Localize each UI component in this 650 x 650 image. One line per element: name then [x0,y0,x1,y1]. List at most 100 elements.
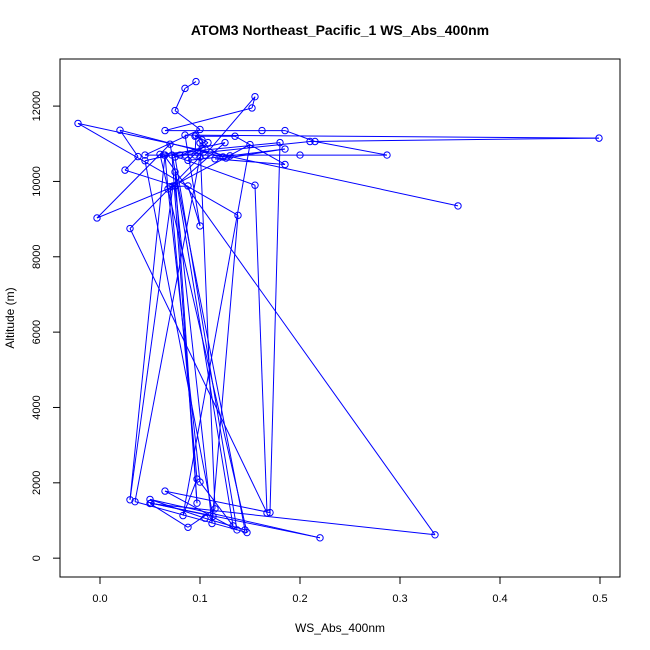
series-segment [174,171,234,526]
data-point [251,92,259,101]
data-point [196,153,204,161]
x-tick-label: 0.2 [292,593,307,605]
data-point [196,125,204,134]
data-point [226,152,234,160]
series-segment [182,144,251,516]
data-point [281,145,289,153]
data-point [176,151,184,159]
data-point [141,151,149,159]
data-point [229,522,237,530]
series-segment [164,107,253,132]
x-axis: 0.0 0.1 0.2 0.3 0.4 0.5 [92,576,608,605]
series-segment [182,478,198,516]
series-segment [225,148,286,159]
data-point [251,181,259,189]
data-point [184,182,192,190]
data-point [196,139,204,147]
y-tick-label: 4000 [31,395,43,419]
series-segment [149,498,206,519]
series-segment [214,158,286,165]
data-point [191,132,199,140]
y-tick-label: 2000 [31,471,43,495]
series-segment [174,88,186,111]
data-point [116,126,124,134]
data-point [93,214,101,222]
data-point [316,534,324,542]
data-point [208,519,216,528]
data-point [179,511,187,520]
data-point [276,138,284,147]
data-point [296,151,304,159]
data-point [166,140,174,148]
x-tick-label: 0.5 [592,593,607,605]
series-segment [199,142,224,158]
series-segment [251,96,256,109]
data-point [211,155,219,163]
data-point [311,137,319,146]
series-segment [174,110,201,130]
series-segment [129,228,268,514]
y-axis: 0 2000 4000 6000 8000 10000 12000 [31,91,61,561]
data-point [209,512,217,521]
data-point [121,166,129,174]
series-segment [129,156,201,229]
y-tick-label: 8000 [31,245,43,269]
data-point [266,508,274,517]
y-tick-label: 10000 [31,166,43,197]
series-segment [129,185,174,500]
x-axis-label: WS_Abs_400nm [295,621,385,635]
data-point [196,478,204,486]
series-segment [144,160,214,517]
series-segment [134,501,248,534]
data-point [166,183,174,191]
series-segment [167,188,201,483]
series-segment [314,141,388,156]
data-point [74,119,82,128]
series-segment [119,129,139,157]
series-segment [199,142,216,509]
series-segment [172,144,251,187]
data-point [141,157,149,165]
data-point [234,211,242,220]
series-segment [254,185,268,513]
y-tick-label: 0 [31,555,43,561]
series-segment [149,503,436,536]
data-point [161,126,169,135]
data-point [161,487,169,495]
data-point [306,137,314,146]
series-segment [77,122,239,216]
series-segment [171,155,198,504]
data-point [156,150,164,159]
data-point [160,151,168,159]
data-point [246,140,254,149]
data-point [281,160,289,169]
series-segment [149,503,189,528]
data-point [595,134,603,142]
series-segment [129,155,166,500]
series-segment [171,154,256,186]
data-point [146,495,154,504]
data-point [248,104,256,112]
data-point [281,126,289,135]
data-point [201,514,209,522]
series-segment [134,156,201,502]
data-point [221,138,229,147]
data-point [181,84,189,93]
series-segment [179,141,311,156]
series-segment [174,156,238,530]
x-tick-label: 0.4 [492,593,507,605]
data-point [231,132,239,140]
series-points [74,77,603,542]
series-segment [174,185,213,524]
series-segment [163,154,436,536]
series-segment [184,134,600,139]
x-tick-label: 0.1 [192,593,207,605]
data-point [263,509,271,517]
x-tick-label: 0.0 [92,593,107,605]
series-segment [164,490,271,514]
chart-title: ATOM3 Northeast_Pacific_1 WS_Abs_400nm [191,22,489,38]
data-point [383,151,391,159]
data-point [201,151,209,159]
data-point [192,77,200,86]
